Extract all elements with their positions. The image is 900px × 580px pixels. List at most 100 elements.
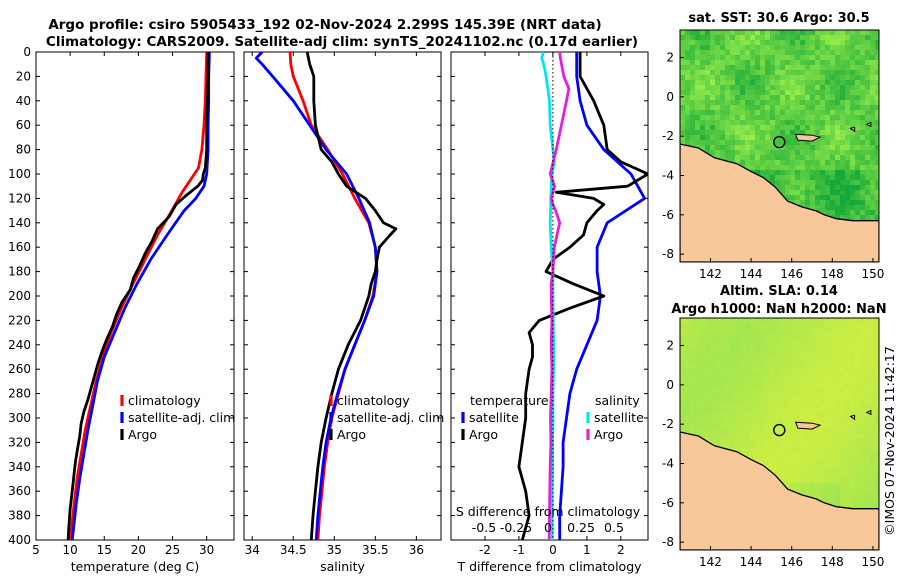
y-tick-label: 0 [23, 45, 31, 59]
map-y-tick-label: 0 [666, 90, 674, 104]
figure-title-line2: Climatology: CARS2009. Satellite-adj cli… [46, 34, 638, 50]
series-line-argo [305, 52, 398, 540]
series-line-t-argo [517, 52, 648, 540]
y-tick-label: 400 [8, 533, 31, 547]
x-axis-label: temperature (deg C) [71, 559, 200, 574]
series-group [254, 52, 398, 540]
map-field [680, 318, 879, 550]
legend-label: climatology [128, 393, 201, 408]
map-x-tick-label: 142 [699, 555, 722, 569]
s-axis-label: S difference from climatology [456, 504, 641, 519]
series-line-satellite-adj-clim [254, 52, 379, 540]
island [794, 133, 822, 142]
map-field [680, 30, 879, 262]
x-tick-label: 35.5 [362, 543, 389, 557]
map-y-tick-label: 2 [666, 51, 674, 65]
x-tick-label: 36 [409, 543, 424, 557]
map-x-tick-label: 150 [861, 555, 884, 569]
y-tick-label: 100 [8, 167, 31, 181]
map-y-tick-label: 0 [666, 378, 674, 392]
y-tick-label: 60 [16, 118, 31, 132]
argo-location-marker [773, 423, 786, 437]
difference-panel: -2 -1 0 1 2 T difference from climatology S di… [450, 51, 649, 574]
series-line-s-argo [547, 52, 571, 540]
island [794, 421, 822, 430]
legend-label: Argo [128, 427, 157, 442]
map-x-tick-label: 148 [821, 555, 844, 569]
map-y-tick-label: -6 [662, 496, 674, 510]
y-tick-label: 140 [8, 216, 31, 230]
x-tick-label: 34 [245, 543, 260, 557]
x-tick-label: 2 [617, 543, 625, 557]
series-line-argo [66, 52, 210, 540]
y-tick-label: 80 [16, 143, 31, 157]
island [849, 414, 856, 421]
x-tick-label: 20 [131, 543, 146, 557]
x-axis-label: T difference from climatology [456, 559, 642, 574]
x-tick-label: 35 [327, 543, 342, 557]
y-tick-label: 160 [8, 240, 31, 254]
salinity-panel: 34 34.5 35 35.5 36 salinity climatology satelli… [243, 51, 444, 574]
y-tick-label: 220 [8, 313, 31, 327]
y-tick-label: 360 [8, 484, 31, 498]
y-tick-label: 320 [8, 435, 31, 449]
series-group [517, 52, 648, 540]
island [865, 121, 872, 128]
sla-map-title-line2: Argo h1000: NaN h2000: NaN [671, 302, 886, 317]
s-tick-label: 0.5 [604, 520, 624, 535]
land-new-guinea [680, 431, 879, 550]
plot-frame [243, 51, 442, 541]
x-axis-label: salinity [320, 559, 365, 574]
map-y-tick-label: -4 [662, 456, 674, 470]
map-frame [679, 317, 880, 551]
figure-title-line1: Argo profile: csiro 5905433_192 02-Nov-2… [48, 17, 601, 33]
x-tick-label: 0 [549, 543, 557, 557]
legend-label: satellite [469, 410, 519, 425]
series-line-s-satellite [540, 52, 556, 540]
land-new-guinea [680, 143, 879, 262]
series-group [66, 52, 211, 540]
x-tick-label: 10 [62, 543, 77, 557]
sla-map-panel: 142 144 146 148 150 2 0 -2 -4 -6 -8 [662, 317, 884, 569]
y-tick-label: 20 [16, 69, 31, 83]
sst-map-panel: 142 144 146 148 150 2 0 -2 -4 -6 -8 [662, 29, 884, 281]
map-y-tick-label: -8 [662, 535, 674, 549]
legend-label: Argo [469, 427, 498, 442]
y-tick-label: 180 [8, 265, 31, 279]
map-y-tick-label: -2 [662, 417, 674, 431]
legend-title-salinity: salinity [595, 393, 640, 408]
map-x-tick-label: 144 [740, 555, 763, 569]
legend-title-temperature: temperature [470, 393, 549, 408]
legend-label: satellite [594, 410, 644, 425]
x-tick-label: 30 [199, 543, 214, 557]
x-tick-label: -2 [479, 543, 491, 557]
island [849, 126, 856, 133]
y-tick-label: 380 [8, 509, 31, 523]
y-tick-label: 340 [8, 460, 31, 474]
y-tick-label: 120 [8, 191, 31, 205]
island [865, 409, 872, 416]
y-tick-label: 200 [8, 289, 31, 303]
map-y-tick-label: -6 [662, 208, 674, 222]
s-tick-label: 0.25 [567, 520, 595, 535]
y-tick-label: 260 [8, 362, 31, 376]
legend-label: satellite-adj. clim [337, 410, 444, 425]
map-y-tick-label: -8 [662, 247, 674, 261]
y-tick-label: 40 [16, 94, 31, 108]
sla-map-title-line1: Altim. SLA: 0.14 [720, 284, 838, 299]
map-x-tick-label: 150 [861, 267, 884, 281]
x-tick-label: 25 [165, 543, 180, 557]
map-x-tick-label: 146 [780, 555, 803, 569]
legend-label: Argo [594, 427, 623, 442]
map-x-tick-label: 144 [740, 267, 763, 281]
legend-label: satellite-adj. clim [128, 410, 235, 425]
s-tick-label: -0.25 [500, 520, 532, 535]
y-tick-label: 240 [8, 338, 31, 352]
map-x-tick-label: 148 [821, 267, 844, 281]
timestamp-label: ©IMOS 07-Nov-2024 11:42:17 [882, 346, 897, 536]
temperature-panel: 0 20 40 60 80 100 120 140 160 180 200 220 240 260 280 3… [8, 45, 235, 574]
x-tick-label: 5 [32, 543, 40, 557]
x-tick-label: -1 [513, 543, 525, 557]
